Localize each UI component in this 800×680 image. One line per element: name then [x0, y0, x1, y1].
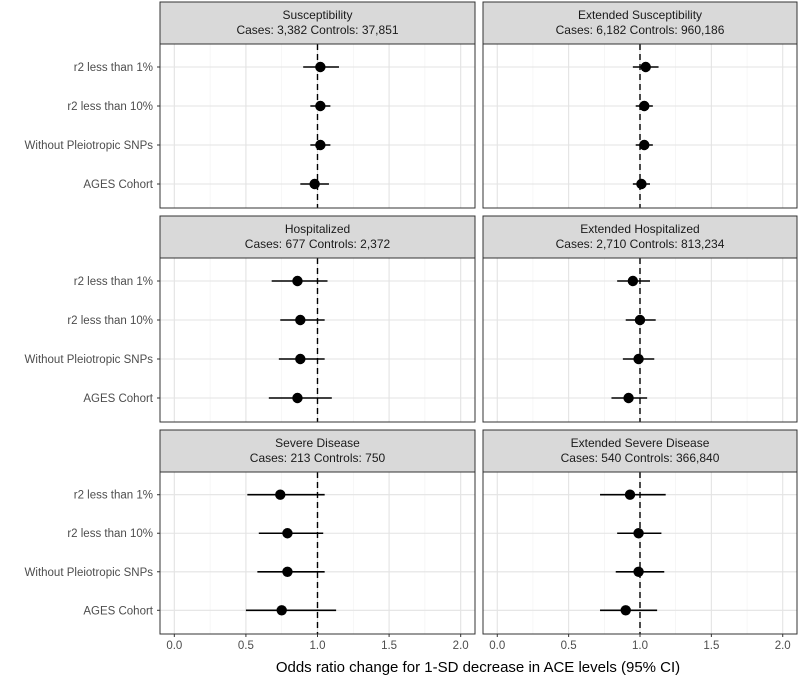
strip-extended-hospitalized: [482, 215, 798, 259]
x-tick-label: 2.0: [775, 640, 791, 652]
estimate-point: [315, 100, 326, 112]
estimate-point: [627, 275, 639, 287]
estimate-point: [282, 566, 293, 577]
strip-severe-disease: [159, 429, 476, 473]
panel-subtitle: Cases: 6,182 Controls: 960,186: [556, 23, 725, 37]
y-tick-label: Without Pleiotropic SNPs: [25, 354, 154, 366]
y-tick-label: r2 less than 1%: [74, 276, 153, 288]
estimate-point: [292, 392, 303, 404]
y-tick-label: r2 less than 1%: [74, 62, 153, 74]
y-tick-label: Without Pleiotropic SNPs: [25, 140, 154, 152]
estimate-point: [639, 100, 650, 112]
panel-border: [482, 257, 798, 423]
estimate-point: [275, 489, 286, 500]
panel-title: Extended Severe Disease: [571, 436, 710, 450]
y-tick-label: r2 less than 10%: [67, 528, 153, 540]
panel-subtitle: Cases: 677 Controls: 2,372: [245, 237, 391, 251]
panel-subtitle: Cases: 2,710 Controls: 813,234: [556, 237, 725, 251]
estimate-point: [295, 314, 306, 326]
strip-extended-susceptibility: [482, 1, 798, 45]
panel-border: [159, 257, 476, 423]
panel-title: Extended Susceptibility: [578, 8, 702, 22]
panel-border: [159, 43, 476, 209]
estimate-point: [276, 605, 287, 616]
x-tick-label: 1.0: [632, 640, 648, 652]
estimate-point: [623, 392, 634, 404]
panel-title: Severe Disease: [275, 436, 360, 450]
x-axis-title: Odds ratio change for 1-SD decrease in A…: [276, 659, 680, 676]
estimate-point: [633, 528, 644, 539]
panel-title: Susceptibility: [282, 8, 352, 22]
estimate-point: [640, 61, 651, 73]
y-tick-label: r2 less than 1%: [74, 490, 153, 502]
x-tick-label: 0.5: [561, 640, 577, 652]
estimate-point: [639, 139, 650, 151]
panel-subtitle: Cases: 213 Controls: 750: [250, 451, 386, 465]
x-tick-label: 1.5: [703, 640, 719, 652]
y-tick-label: r2 less than 10%: [67, 315, 153, 327]
estimate-point: [315, 61, 326, 73]
estimate-point: [309, 178, 320, 190]
x-axis: 0.0 0.5 1.0 1.5 2.0 0.0 0.5 1.0 1.5 2.0: [166, 634, 791, 652]
estimate-point: [292, 275, 303, 287]
x-tick-label: 0.5: [238, 640, 254, 652]
strip-hospitalized: [159, 215, 476, 259]
estimate-point: [624, 489, 636, 500]
x-tick-label: 1.5: [381, 640, 397, 652]
estimate-point: [633, 353, 644, 365]
panel-title: Extended Hospitalized: [580, 222, 699, 236]
y-axis-labels: r2 less than 1% r2 less than 10% Without P…: [25, 62, 160, 617]
panel-border: [482, 43, 798, 209]
estimate-point: [620, 605, 631, 616]
panel-subtitle: Cases: 540 Controls: 366,840: [561, 451, 720, 465]
estimate-point: [315, 139, 326, 151]
x-tick-label: 0.0: [489, 640, 505, 652]
x-tick-label: 0.0: [166, 640, 182, 652]
estimate-point: [634, 314, 646, 326]
panel-title: Hospitalized: [285, 222, 350, 236]
estimate-point: [636, 178, 647, 190]
panel-subtitle: Cases: 3,382 Controls: 37,851: [236, 23, 398, 37]
y-tick-label: AGES Cohort: [83, 393, 153, 405]
y-tick-label: r2 less than 10%: [67, 101, 153, 113]
y-tick-label: Without Pleiotropic SNPs: [25, 567, 154, 579]
strip-susceptibility: [159, 1, 476, 45]
estimate-point: [295, 353, 306, 365]
estimate-point: [633, 566, 644, 577]
y-tick-label: AGES Cohort: [83, 605, 153, 617]
x-tick-label: 2.0: [453, 640, 469, 652]
estimate-point: [282, 528, 293, 539]
x-tick-label: 1.0: [310, 640, 326, 652]
y-tick-label: AGES Cohort: [83, 179, 153, 191]
